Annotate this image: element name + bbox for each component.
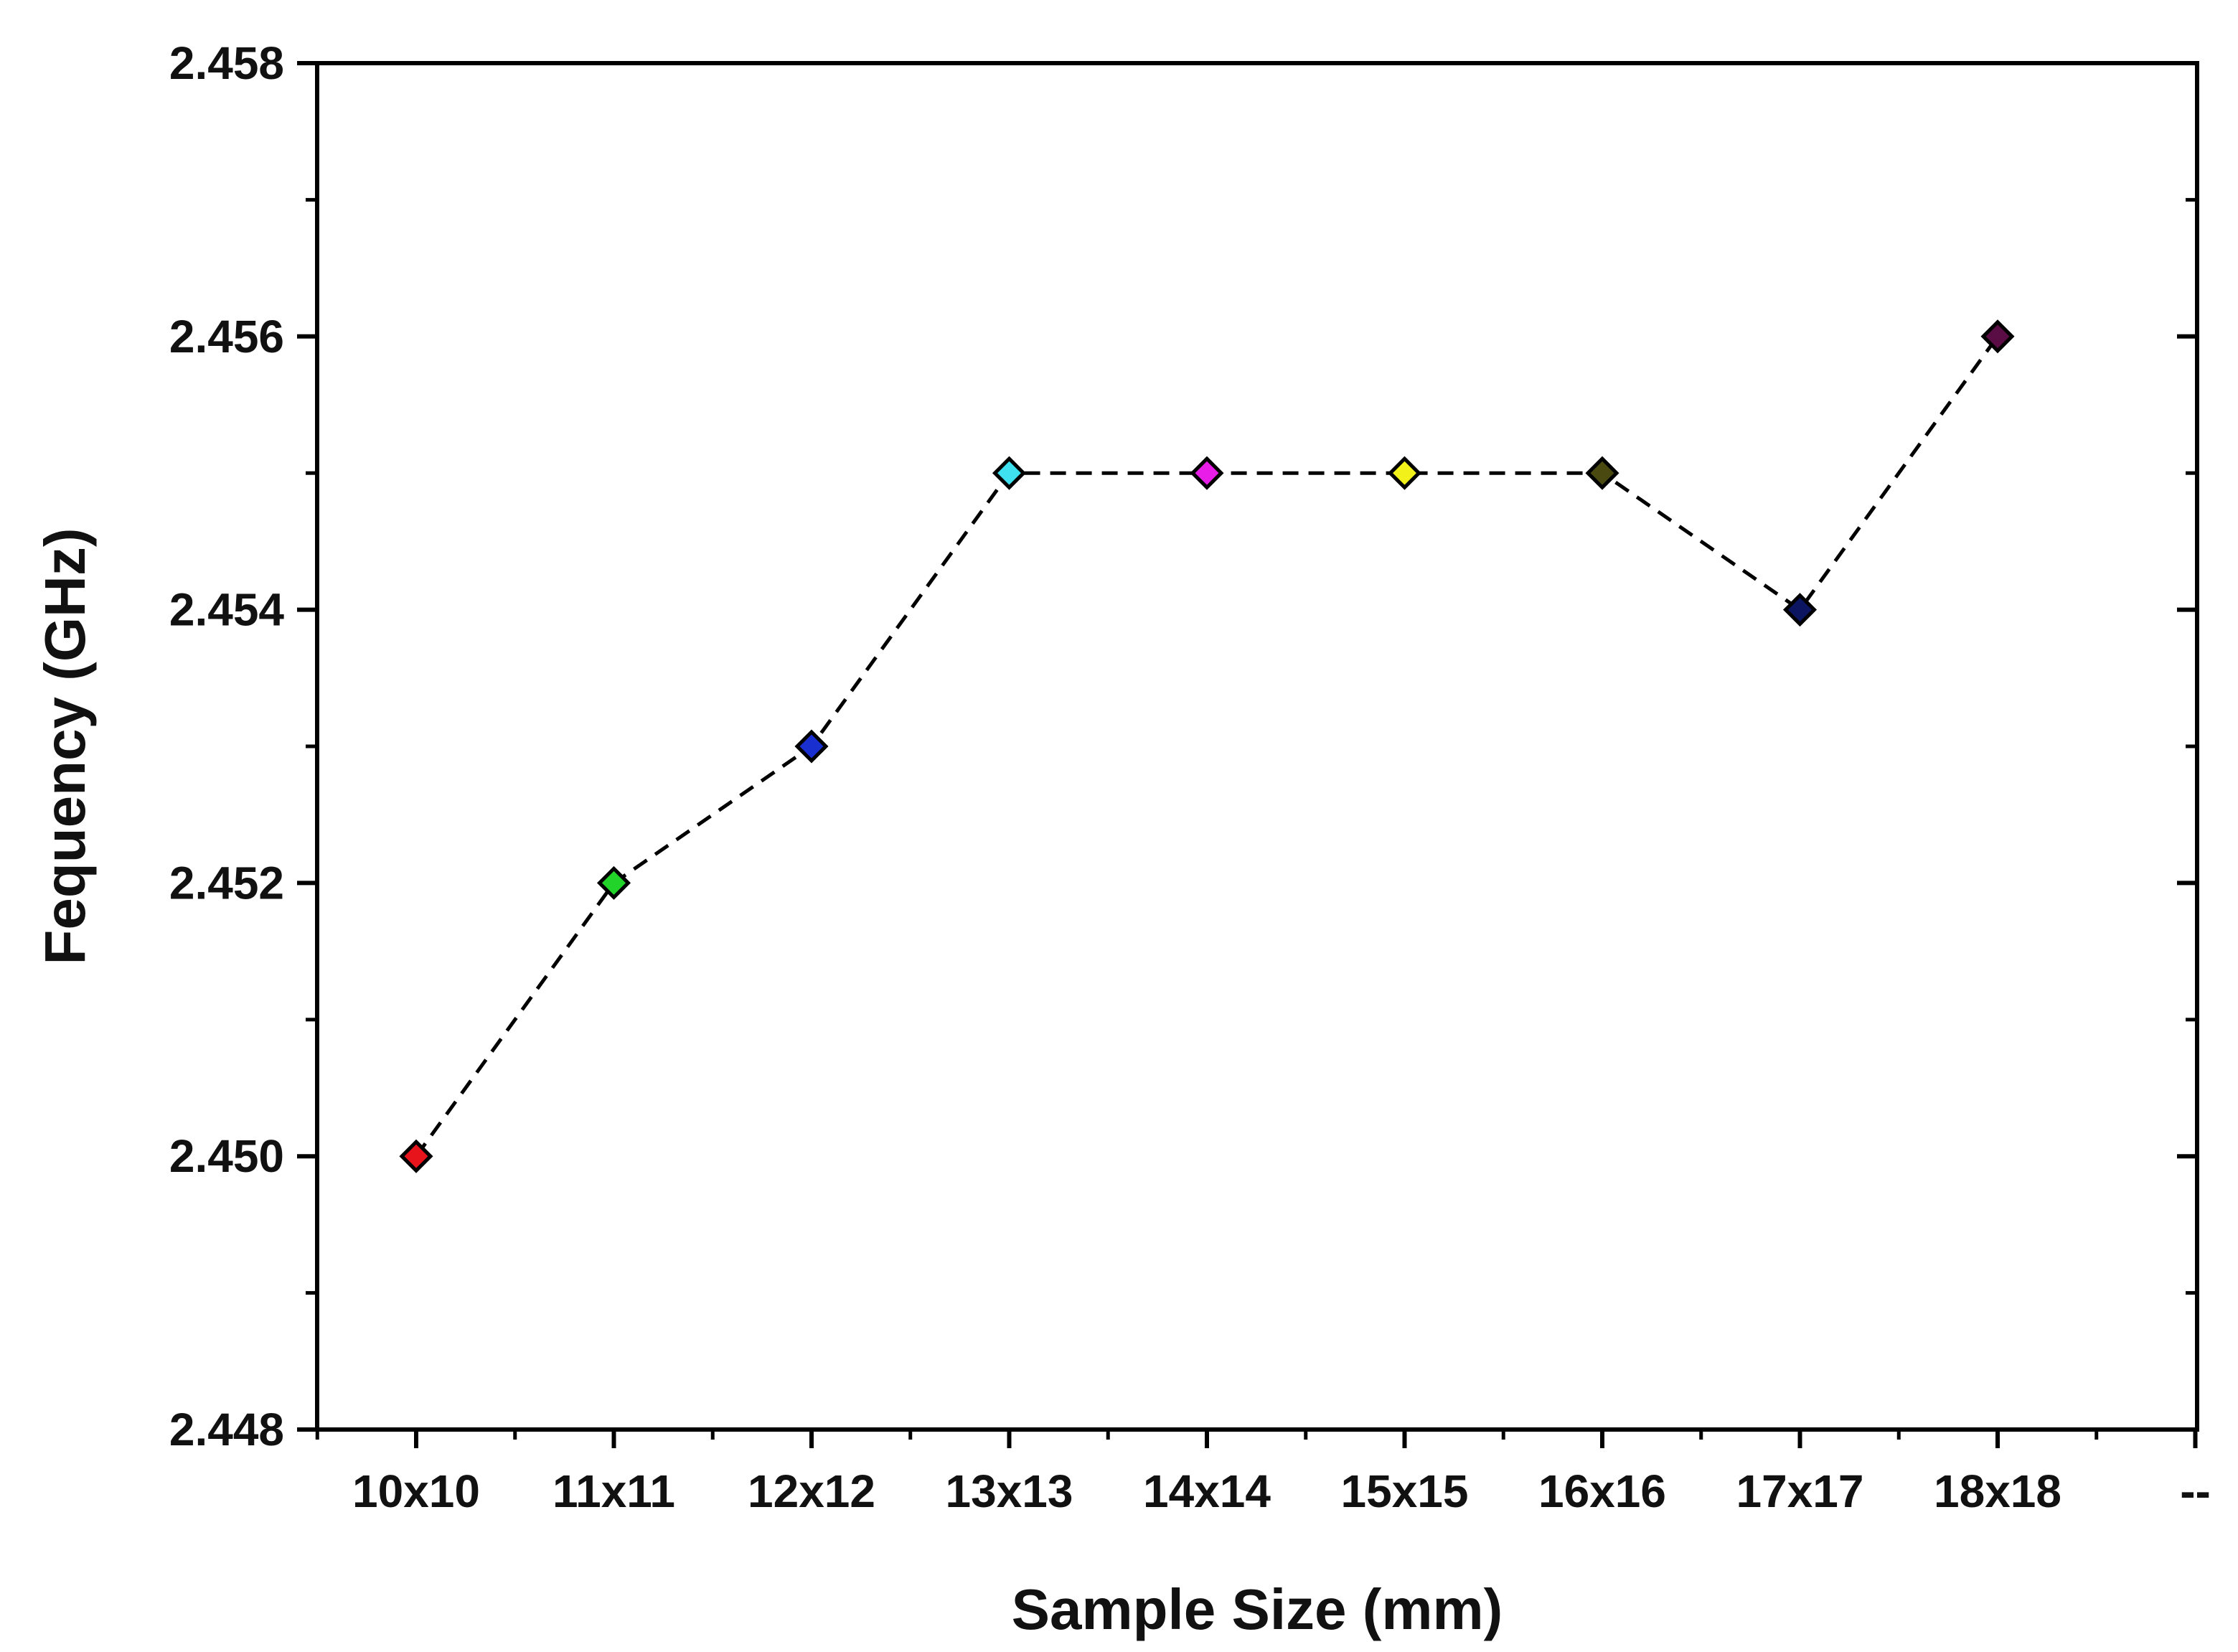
data-point-12x12	[794, 729, 829, 764]
y-tick-label: 2.450	[169, 1130, 284, 1182]
x-tick-label: 14x14	[1143, 1465, 1271, 1517]
x-tick-label: 12x12	[748, 1465, 875, 1517]
series-markers	[399, 319, 2015, 1173]
data-point-15x15	[1387, 456, 1422, 490]
x-axis: 10x10 11x11 12x12 13x13 14x14 15x15 16x16 17x17…	[315, 1430, 2211, 1517]
y-axis: 2.448 2.450 2.452 2.454 2.456 2.458	[169, 37, 2197, 1455]
x-tick-label: 11x11	[553, 1465, 675, 1517]
x-tick-label: 13x13	[946, 1465, 1073, 1517]
plot-frame	[315, 61, 2199, 1432]
x-axis-title: Sample Size (mm)	[1012, 1577, 1503, 1641]
data-point-16x16	[1585, 456, 1619, 490]
y-tick-label: 2.458	[169, 37, 284, 89]
y-axis-title: Fequency (GHz)	[33, 528, 97, 965]
x-tick-label: 18x18	[1934, 1465, 2061, 1517]
x-tick-label: 15x15	[1341, 1465, 1469, 1517]
data-point-18x18	[1980, 319, 2015, 354]
data-point-11x11	[596, 865, 631, 900]
y-tick-label: 2.448	[169, 1404, 284, 1455]
data-point-13x13	[992, 456, 1027, 490]
x-tick-label: 16x16	[1538, 1465, 1666, 1517]
x-tick-label: 10x10	[352, 1465, 480, 1517]
data-point-14x14	[1190, 456, 1224, 490]
data-point-10x10	[399, 1139, 433, 1173]
y-tick-label: 2.456	[169, 311, 284, 362]
y-tick-label: 2.454	[169, 584, 285, 636]
x-tick-label-extra: --	[2180, 1465, 2211, 1517]
x-tick-label: 17x17	[1736, 1465, 1864, 1517]
minor-ticks	[306, 197, 2197, 1295]
y-tick-label: 2.452	[169, 857, 284, 909]
data-point-17x17	[1782, 593, 1818, 627]
